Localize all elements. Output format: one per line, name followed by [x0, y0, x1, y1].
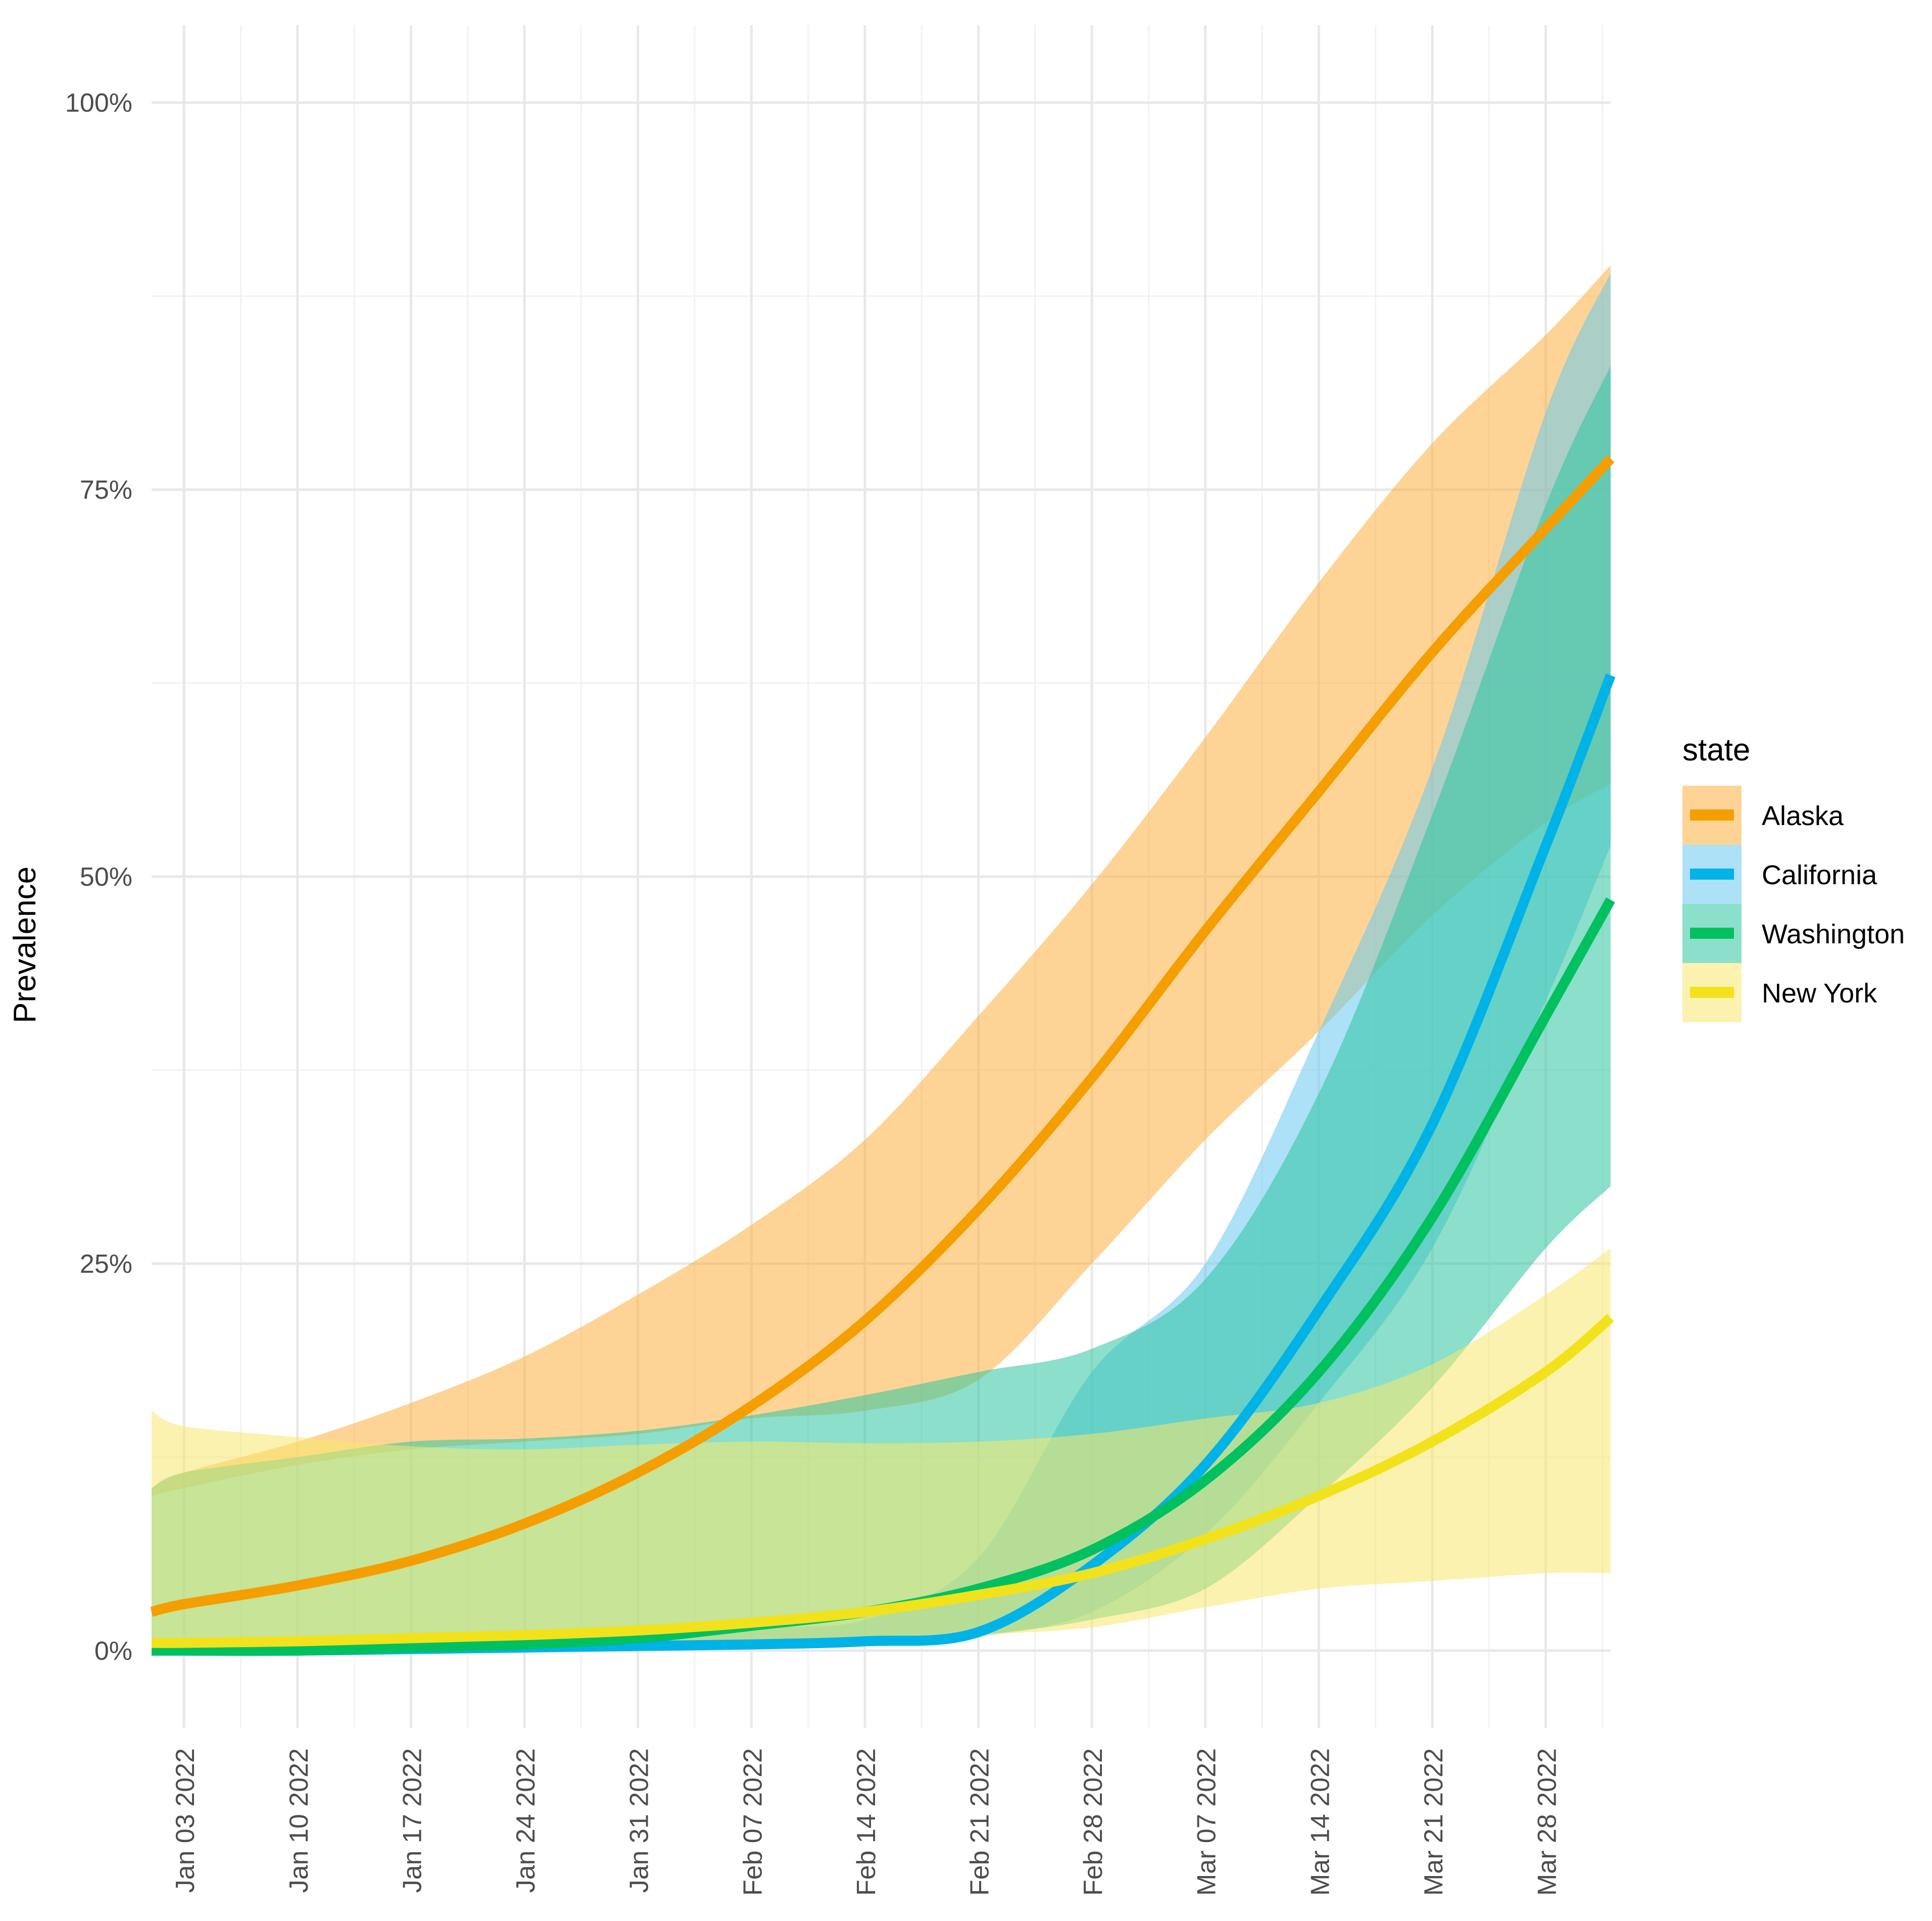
legend-label-california: California: [1762, 860, 1877, 890]
legend-title: state: [1682, 733, 1750, 767]
x-tick-label: Mar 21 2022: [1419, 1748, 1448, 1896]
x-axis-tick-labels: Jan 03 2022 Jan 10 2022 Jan 17 2022 Jan 24 …: [171, 1748, 1562, 1896]
y-tick-label: 75%: [80, 475, 132, 505]
x-tick-label: Feb 28 2022: [1079, 1748, 1108, 1896]
legend-label-new-york: New York: [1762, 978, 1877, 1008]
x-tick-label: Jan 03 2022: [171, 1748, 200, 1893]
x-tick-label: Mar 28 2022: [1533, 1748, 1562, 1896]
x-tick-label: Jan 24 2022: [511, 1748, 541, 1893]
x-tick-label: Mar 07 2022: [1192, 1748, 1222, 1896]
legend: state Alaska California Washington New York: [1682, 733, 1905, 1022]
y-tick-label: 25%: [80, 1250, 132, 1279]
line-new-york: [151, 1314, 1614, 1648]
x-tick-label: Feb 07 2022: [738, 1748, 767, 1896]
band-alaska: [152, 265, 1611, 1496]
legend-item-california: California: [1682, 845, 1877, 904]
x-tick-label: Jan 10 2022: [284, 1748, 314, 1893]
y-tick-label: 0%: [94, 1637, 132, 1666]
legend-item-washington: Washington: [1682, 904, 1905, 963]
legend-label-alaska: Alaska: [1762, 801, 1844, 831]
x-tick-label: Feb 21 2022: [965, 1748, 994, 1896]
x-tick-label: Jan 17 2022: [398, 1748, 427, 1893]
x-tick-label: Feb 14 2022: [852, 1748, 881, 1896]
band-washington: [152, 366, 1611, 1651]
series-lines: [150, 455, 1616, 1656]
y-axis-tick-labels: 0% 25% 50% 75% 100%: [65, 88, 132, 1666]
legend-label-washington: Washington: [1762, 919, 1905, 949]
y-tick-label: 100%: [65, 88, 132, 118]
legend-item-alaska: Alaska: [1682, 786, 1844, 845]
band-new-york: [152, 1248, 1611, 1651]
legend-item-new-york: New York: [1682, 963, 1877, 1022]
confidence-bands: [152, 265, 1611, 1651]
y-tick-label: 50%: [80, 862, 132, 892]
y-axis-title: Prevalence: [8, 867, 42, 1023]
x-tick-label: Jan 31 2022: [625, 1748, 654, 1893]
x-tick-label: Mar 14 2022: [1306, 1748, 1335, 1896]
line-alaska: [150, 455, 1615, 1617]
